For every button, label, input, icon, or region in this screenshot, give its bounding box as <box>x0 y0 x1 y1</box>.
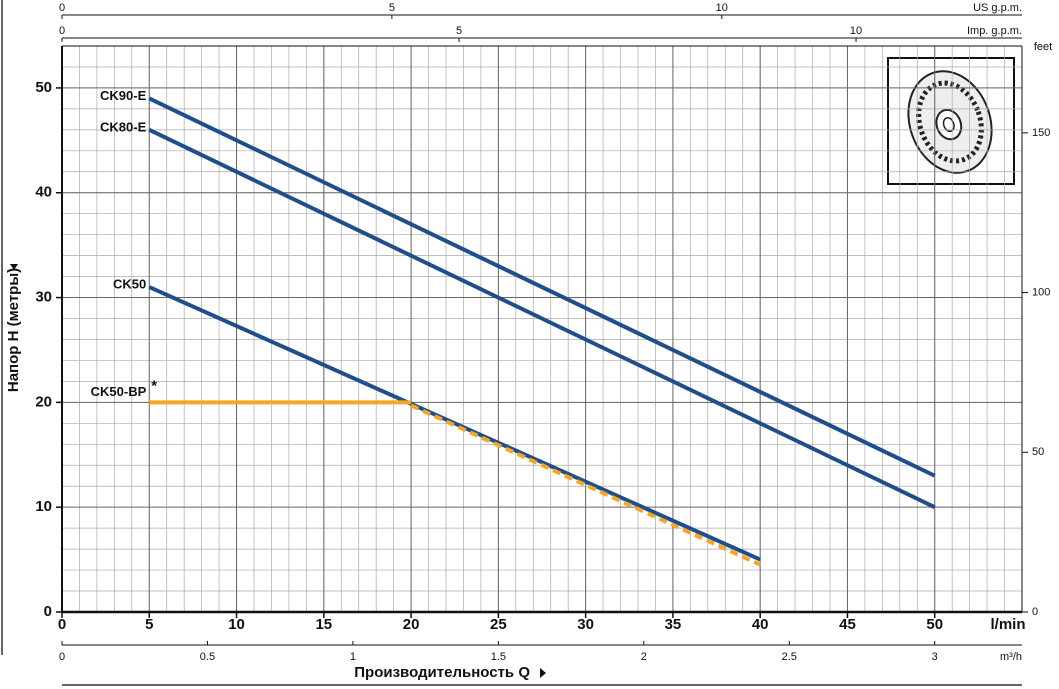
x-tick-label: 0 <box>58 616 66 633</box>
arrow <box>540 668 546 678</box>
y2-tick-label: 50 <box>1032 446 1044 458</box>
x2-unit: Imp. g.p.m. <box>967 25 1022 37</box>
x2-tick-label: 0 <box>59 25 65 37</box>
y2-tick-label: 100 <box>1032 286 1050 298</box>
y2-tick-label: 0 <box>1032 606 1038 618</box>
x2-tick-label: 1 <box>350 651 356 663</box>
x-axis-title: Производительность Q <box>354 664 530 681</box>
x-tick-label: 25 <box>490 616 507 633</box>
y-tick-label: 30 <box>35 289 52 306</box>
x2-unit: m³/h <box>1000 651 1022 663</box>
x2-tick-label: 5 <box>456 25 462 37</box>
x-unit: l/min <box>990 616 1025 633</box>
note-mark: * <box>151 377 157 394</box>
line-segment <box>410 403 762 567</box>
x-tick-label: 50 <box>926 616 943 633</box>
series-label: CK50-BP <box>91 384 147 399</box>
x2-tick-label: 5 <box>389 2 395 14</box>
x2-tick-label: 10 <box>850 25 862 37</box>
x-tick-label: 45 <box>839 616 856 633</box>
y2-unit: feet <box>1034 41 1052 53</box>
y-tick-label: 50 <box>35 79 52 96</box>
x-tick-label: 15 <box>315 616 332 633</box>
x-tick-label: 10 <box>228 616 245 633</box>
x2-tick-label: 10 <box>716 2 728 14</box>
series-line <box>148 285 761 562</box>
x-tick-label: 35 <box>665 616 682 633</box>
x2-tick-label: 0 <box>59 651 65 663</box>
y-tick-label: 0 <box>44 603 52 620</box>
series-label: CK80-E <box>100 119 147 134</box>
x2-tick-label: 1.5 <box>491 651 506 663</box>
pump-image <box>887 57 1015 185</box>
series-label: CK50 <box>113 277 146 292</box>
x2-tick-label: 3 <box>932 651 938 663</box>
y-tick-label: 20 <box>35 393 52 410</box>
x2-unit: US g.p.m. <box>973 2 1022 14</box>
x2-tick-label: 2 <box>641 651 647 663</box>
series-label: CK90-E <box>100 88 147 103</box>
x2-tick-label: 2.5 <box>782 651 797 663</box>
x2-tick-label: 0.5 <box>200 651 215 663</box>
y-tick-label: 10 <box>35 498 52 515</box>
arrow <box>10 264 18 270</box>
x-tick-label: 30 <box>577 616 594 633</box>
x-tick-label: 20 <box>403 616 420 633</box>
x2-tick-label: 0 <box>59 2 65 14</box>
series-line <box>148 128 936 509</box>
series-line <box>148 96 936 478</box>
y-axis-title: Напор H (метры) <box>5 268 22 392</box>
x-tick-label: 40 <box>752 616 769 633</box>
y2-tick-label: 150 <box>1032 127 1050 139</box>
x-tick-label: 5 <box>145 616 153 633</box>
y-tick-label: 40 <box>35 184 52 201</box>
